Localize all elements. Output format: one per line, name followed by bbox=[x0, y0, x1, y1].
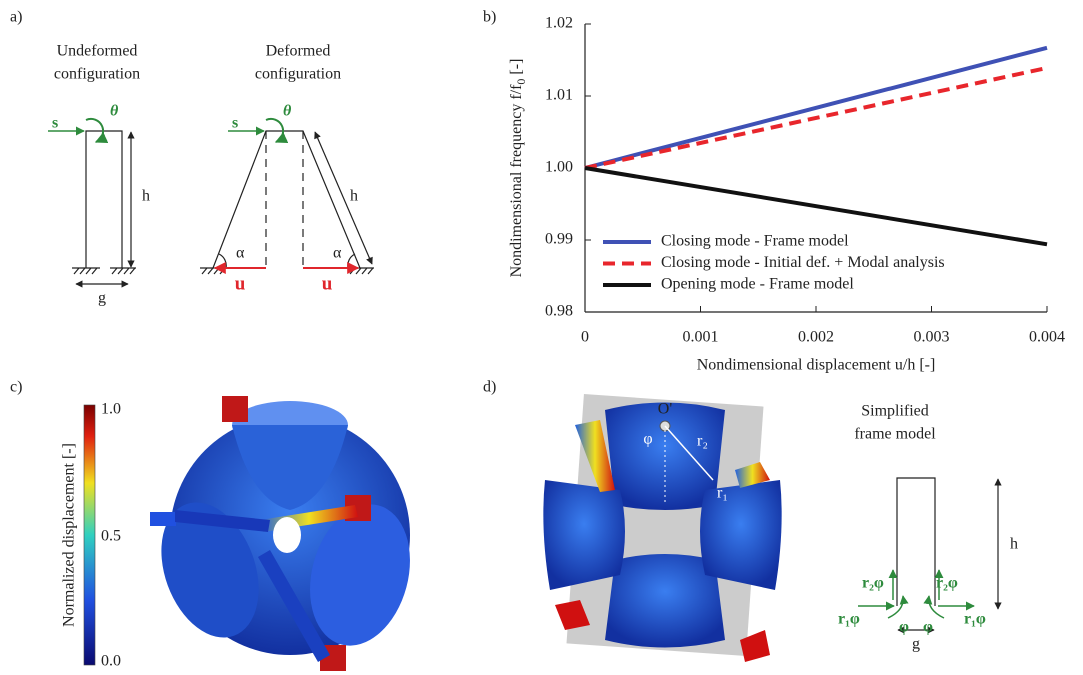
x-tick-label: 0.004 bbox=[1029, 329, 1065, 346]
y-tick-label: 0.99 bbox=[545, 231, 573, 248]
symbol: φ bbox=[923, 619, 933, 636]
y-axis-label-part: [-] bbox=[508, 59, 525, 79]
x-tick-label: 0.003 bbox=[914, 329, 950, 346]
caption: Undeformed bbox=[57, 43, 138, 60]
panel-d: d) O' φ r₂ r₁ Simplified frame model h g… bbox=[483, 379, 1018, 662]
legend-label: Closing mode - Initial def. + Modal anal… bbox=[661, 254, 945, 271]
legend-label: Closing mode - Frame model bbox=[661, 233, 849, 250]
caption: Deformed bbox=[266, 43, 331, 60]
colorbar-tick: 1.0 bbox=[101, 401, 121, 418]
reference bbox=[266, 131, 303, 268]
panel-label: b) bbox=[483, 9, 496, 26]
symbol: r₂ bbox=[697, 433, 708, 450]
symbol: r₂φ bbox=[936, 575, 958, 592]
symbol: g bbox=[98, 290, 106, 307]
symbol: r₁φ bbox=[838, 611, 860, 628]
x-tick-label: 0 bbox=[581, 329, 589, 346]
x-tick-label: 0.001 bbox=[683, 329, 719, 346]
caption: Simplified bbox=[861, 403, 929, 420]
symbol: g bbox=[912, 636, 920, 653]
symbol: s bbox=[52, 115, 58, 132]
dimension bbox=[315, 132, 372, 264]
caption: configuration bbox=[255, 66, 341, 83]
figure: a) Undeformed configuration Deformed con… bbox=[0, 0, 1083, 675]
legend-label: Opening mode - Frame model bbox=[661, 276, 854, 293]
symbol: h bbox=[142, 188, 150, 205]
symbol: α bbox=[236, 245, 245, 262]
colorbar-tick: 0.5 bbox=[101, 528, 121, 545]
panel-a: a) Undeformed configuration Deformed con… bbox=[10, 9, 374, 307]
caption: frame model bbox=[854, 426, 936, 443]
symbol: r₂φ bbox=[862, 575, 884, 592]
x-axis-label: Nondimensional displacement u/h [-] bbox=[697, 357, 936, 374]
colorbar bbox=[84, 405, 95, 665]
frame bbox=[897, 478, 935, 606]
symbol: r₁φ bbox=[964, 611, 986, 628]
y-axis-label: Nondimensional frequency f/f0 [-] bbox=[508, 59, 528, 278]
symbol: h bbox=[1010, 536, 1018, 553]
symbol: h bbox=[350, 188, 358, 205]
symbol: α bbox=[333, 245, 342, 262]
symbol: u bbox=[235, 273, 246, 294]
symbol: O' bbox=[658, 401, 673, 418]
y-tick-label: 1.02 bbox=[545, 15, 573, 32]
x-tick-label: 0.002 bbox=[798, 329, 834, 346]
symbol: θ bbox=[110, 103, 119, 120]
colorbar-tick: 0.0 bbox=[101, 653, 121, 670]
y-axis-label-part: Nondimensional frequency f/f bbox=[508, 84, 525, 278]
symbol: r₁ bbox=[717, 485, 728, 502]
series-line bbox=[585, 48, 1047, 168]
symbol: φ bbox=[643, 431, 652, 448]
ground bbox=[72, 268, 136, 274]
series-line bbox=[585, 68, 1047, 168]
panel-label: a) bbox=[10, 9, 22, 26]
render-2d bbox=[543, 394, 781, 662]
caption: configuration bbox=[54, 66, 140, 83]
panel-label: c) bbox=[10, 379, 22, 396]
panel-c: c) 1.0 0.5 0.0 Normalized displacement [… bbox=[10, 379, 425, 671]
symbol: u bbox=[322, 273, 333, 294]
frame bbox=[86, 131, 122, 268]
render-3d bbox=[144, 396, 425, 671]
symbol: φ bbox=[899, 619, 909, 636]
symbol: s bbox=[232, 115, 238, 132]
y-tick-label: 1.01 bbox=[545, 87, 573, 104]
colorbar-label: Normalized displacement [-] bbox=[61, 443, 78, 627]
y-tick-label: 1.00 bbox=[545, 159, 573, 176]
y-tick-label: 0.98 bbox=[545, 303, 573, 320]
panel-label: d) bbox=[483, 379, 496, 396]
symbol: θ bbox=[283, 103, 292, 120]
panel-b: b) Nondimensional displacement u/h [-] N… bbox=[483, 9, 1065, 374]
